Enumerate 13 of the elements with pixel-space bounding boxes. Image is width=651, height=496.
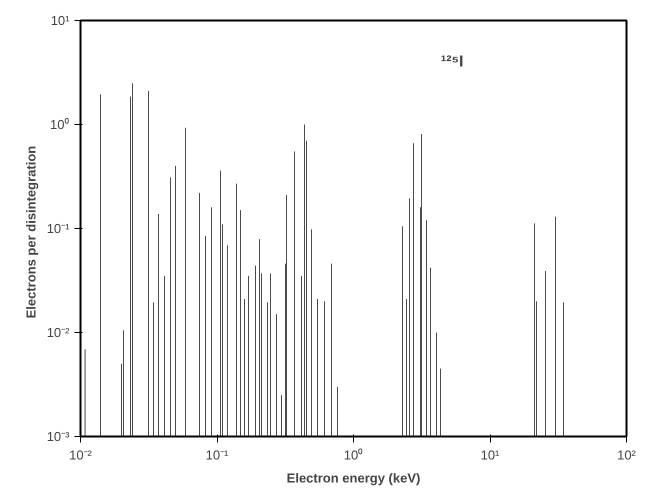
y-tick-label: 10⁰ — [50, 117, 70, 132]
x-tick-label: 10⁰ — [344, 448, 364, 462]
x-axis-title: Electron energy (keV) — [286, 470, 420, 486]
y-axis-title: Electrons per disintegration — [24, 146, 39, 318]
y-tick-label: 10¹ — [50, 13, 70, 28]
x-tick-label: 10² — [617, 448, 637, 462]
x-tick-label: 10¹ — [480, 448, 500, 462]
x-tick-label: 10⁻¹ — [206, 448, 230, 462]
y-tick-label: 10⁻³ — [46, 429, 70, 444]
y-tick-label: 10⁻² — [46, 325, 70, 340]
annotation: ¹²⁵I — [440, 53, 464, 70]
y-tick-label: 10⁻¹ — [46, 221, 70, 236]
x-tick-label: 10⁻² — [69, 448, 93, 462]
